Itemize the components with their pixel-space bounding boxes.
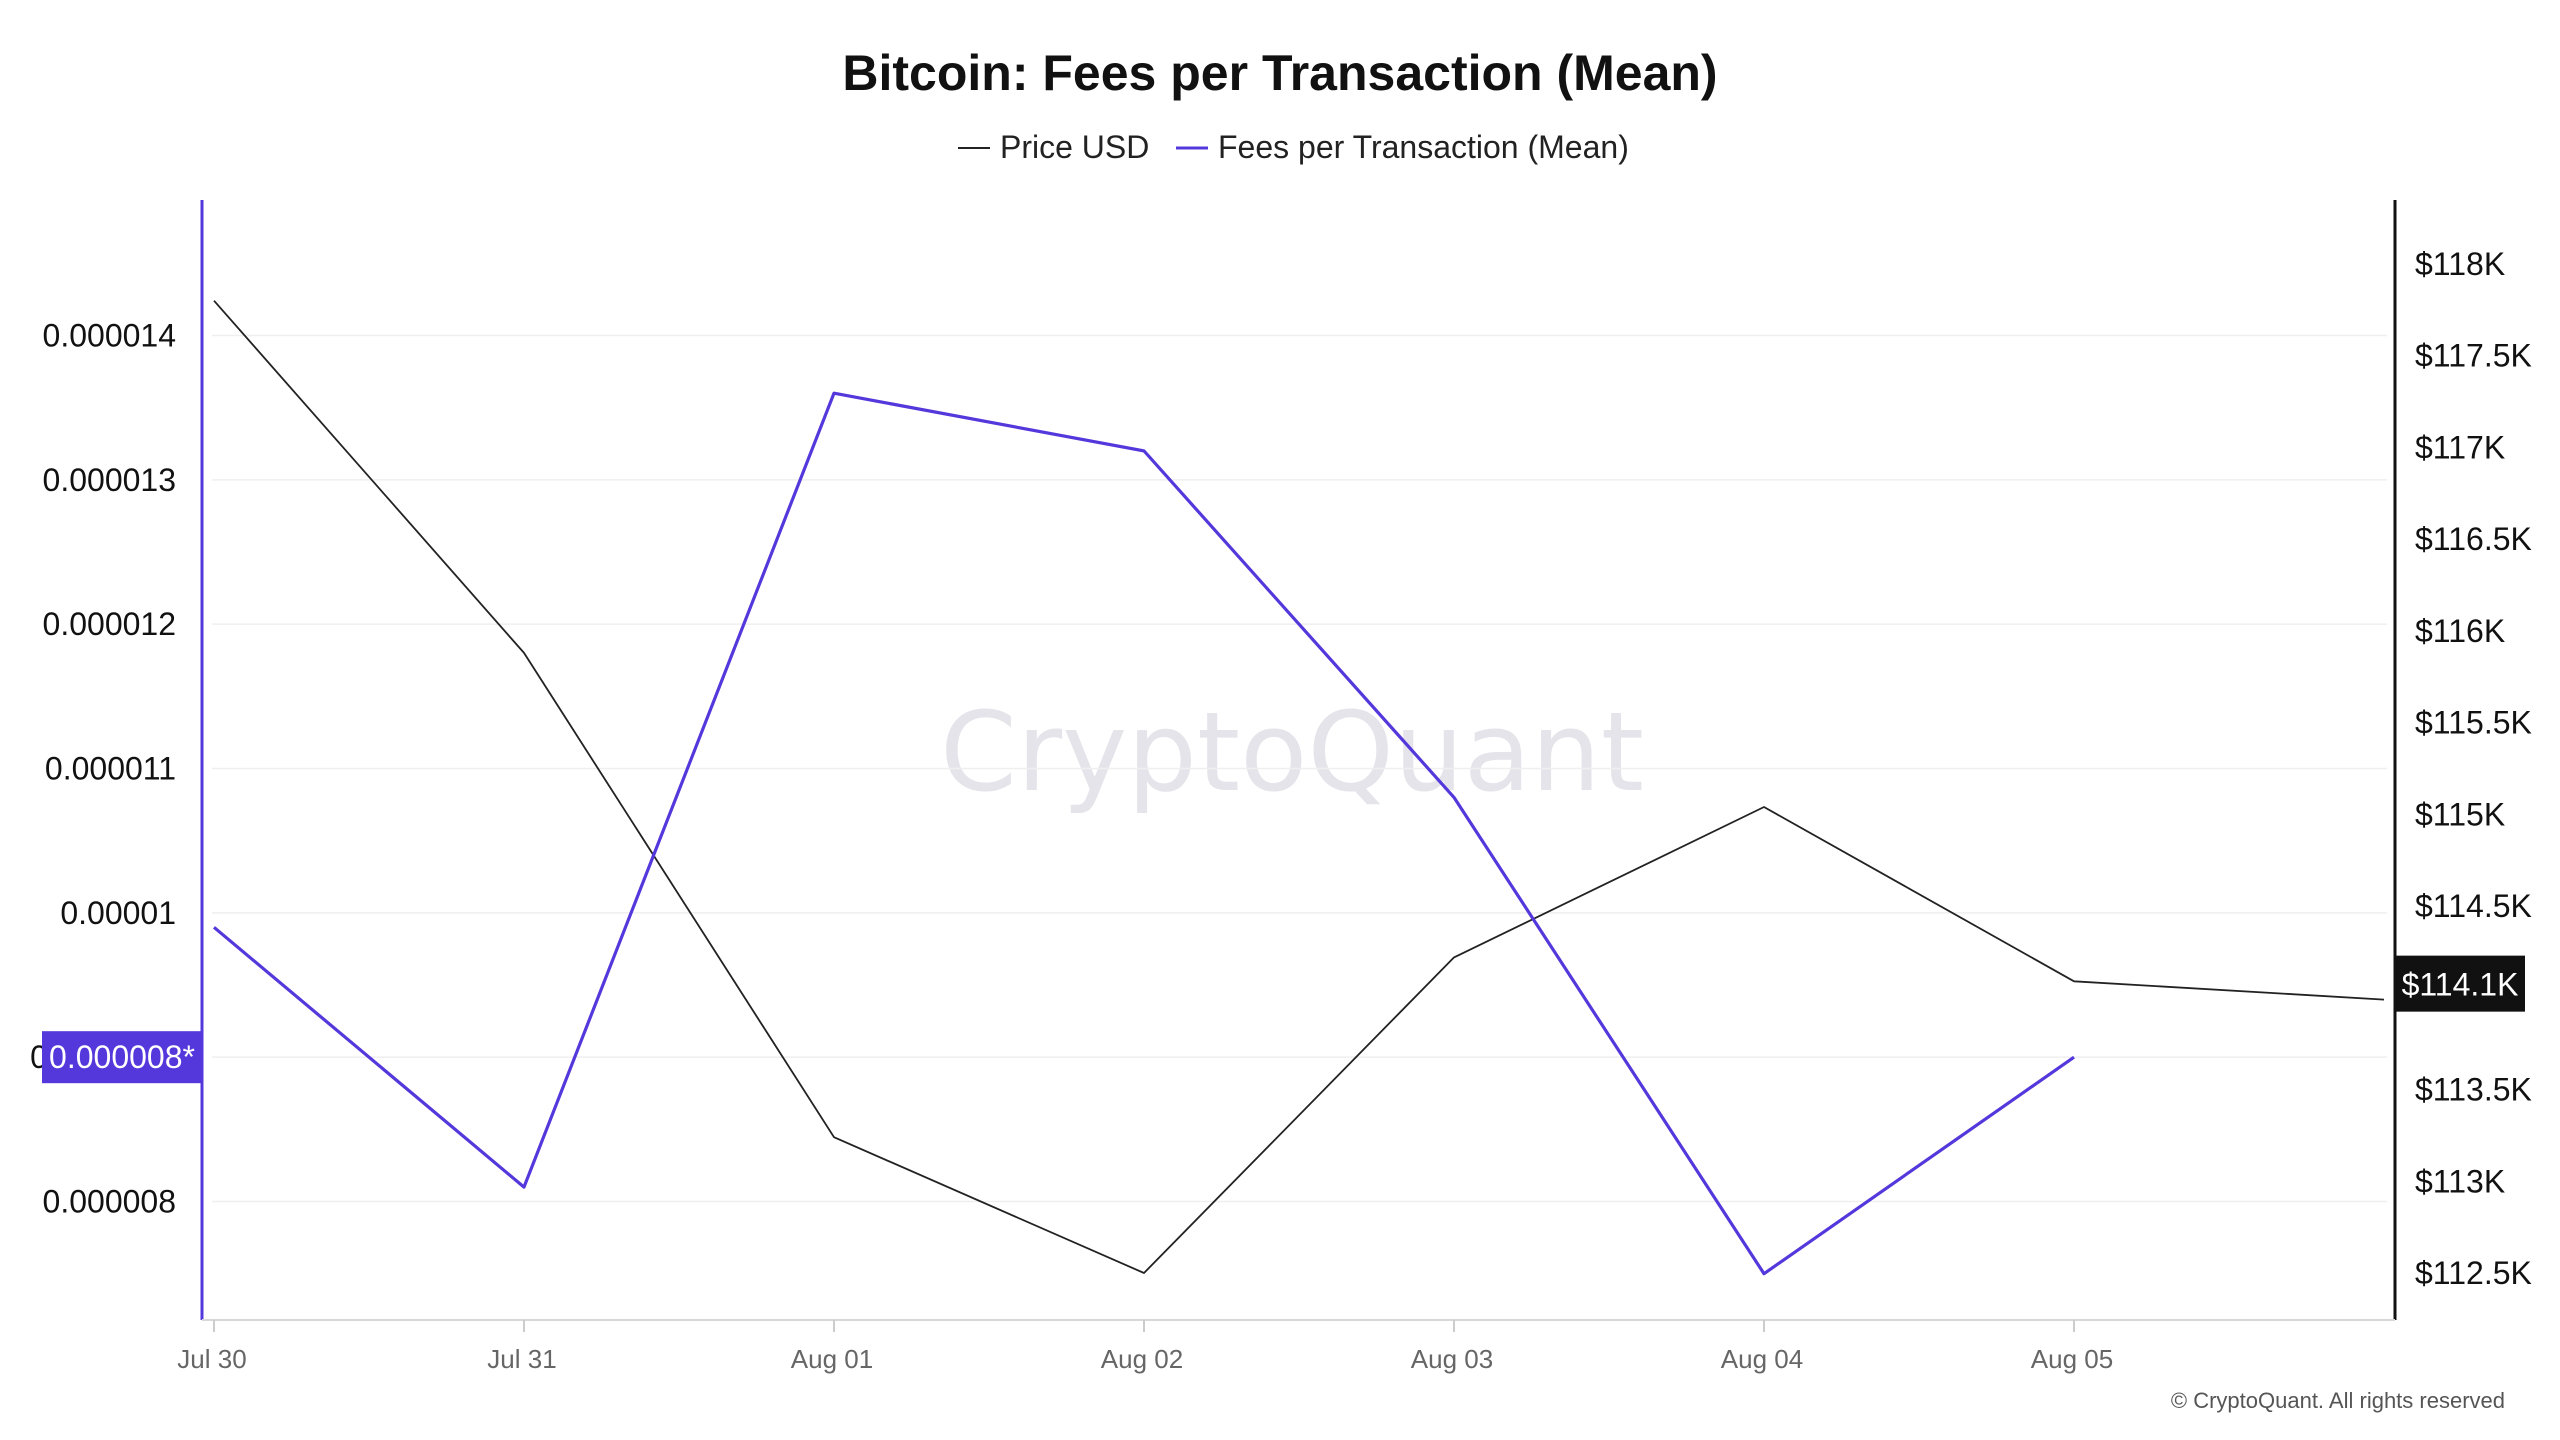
right-y-tick-label: $118K: [2415, 246, 2505, 282]
x-tick-label: Aug 05: [2031, 1344, 2113, 1374]
x-tick-label: Jul 30: [177, 1344, 246, 1374]
left-y-tick-label: 0.000008: [43, 1184, 176, 1220]
left-value-badge: [42, 1031, 202, 1084]
x-tick-label: Jul 31: [487, 1344, 556, 1374]
right-y-tick-label: $112.5K: [2415, 1255, 2532, 1291]
x-tick-label: Aug 02: [1101, 1344, 1183, 1374]
left-y-axis-ticks: 0.0000080.000008*0.000010.0000110.000012…: [30, 317, 176, 1219]
watermark: CryptoQuant: [940, 688, 1644, 816]
right-y-tick-label: $116K: [2415, 613, 2505, 649]
series-line-price-usd: [213, 300, 2385, 1274]
right-y-tick-label: $117.5K: [2415, 338, 2532, 374]
right-y-tick-label: $113.5K: [2415, 1072, 2532, 1108]
legend-label-fees[interactable]: Fees per Transaction (Mean): [1218, 129, 1629, 165]
right-y-tick-label: $114.5K: [2415, 888, 2532, 924]
legend-label-price[interactable]: Price USD: [1000, 129, 1149, 165]
right-y-axis-ticks: $112.5K$113K$113.5K$114K$114.5K$115K$115…: [2415, 246, 2532, 1291]
series-line-fees-per-transaction: [212, 391, 2075, 1276]
right-y-tick-label: $116.5K: [2415, 521, 2532, 557]
x-tick-label: Aug 01: [791, 1344, 873, 1374]
axis-value-badges: 0.000008* $114.1K: [42, 955, 2525, 1084]
x-tick-label: Aug 04: [1721, 1344, 1803, 1374]
axes: [200, 200, 2397, 1321]
right-y-tick-label: $117K: [2415, 429, 2505, 465]
right-y-tick-label: $113K: [2415, 1163, 2505, 1199]
left-value-badge-label: 0.000008*: [49, 1039, 195, 1075]
copyright-text: © CryptoQuant. All rights reserved: [2171, 1388, 2505, 1413]
right-value-badge: [2395, 955, 2525, 1012]
right-y-tick-label: $115.5K: [2415, 705, 2532, 741]
legend: Price USD Fees per Transaction (Mean): [958, 129, 1629, 165]
left-y-tick-label: 0.000013: [43, 462, 176, 498]
chart-title: Bitcoin: Fees per Transaction (Mean): [842, 45, 1717, 101]
right-value-badge-label: $114.1K: [2402, 967, 2519, 1003]
series-lines: [212, 300, 2385, 1276]
left-y-tick-label: 0.000012: [43, 606, 176, 642]
x-axis-ticks: Jul 30 Jul 31 Aug 01 Aug 02 Aug 03 Aug 04 Aug …: [177, 1320, 2113, 1374]
x-tick-label: Aug 03: [1411, 1344, 1493, 1374]
left-y-tick-label: 0.000014: [43, 317, 176, 353]
left-y-tick-label: 0.00001: [60, 895, 176, 931]
right-y-tick-label: $115K: [2415, 796, 2505, 832]
grid-lines: [212, 334, 2387, 1203]
left-y-tick-label: 0.000011: [45, 751, 176, 787]
